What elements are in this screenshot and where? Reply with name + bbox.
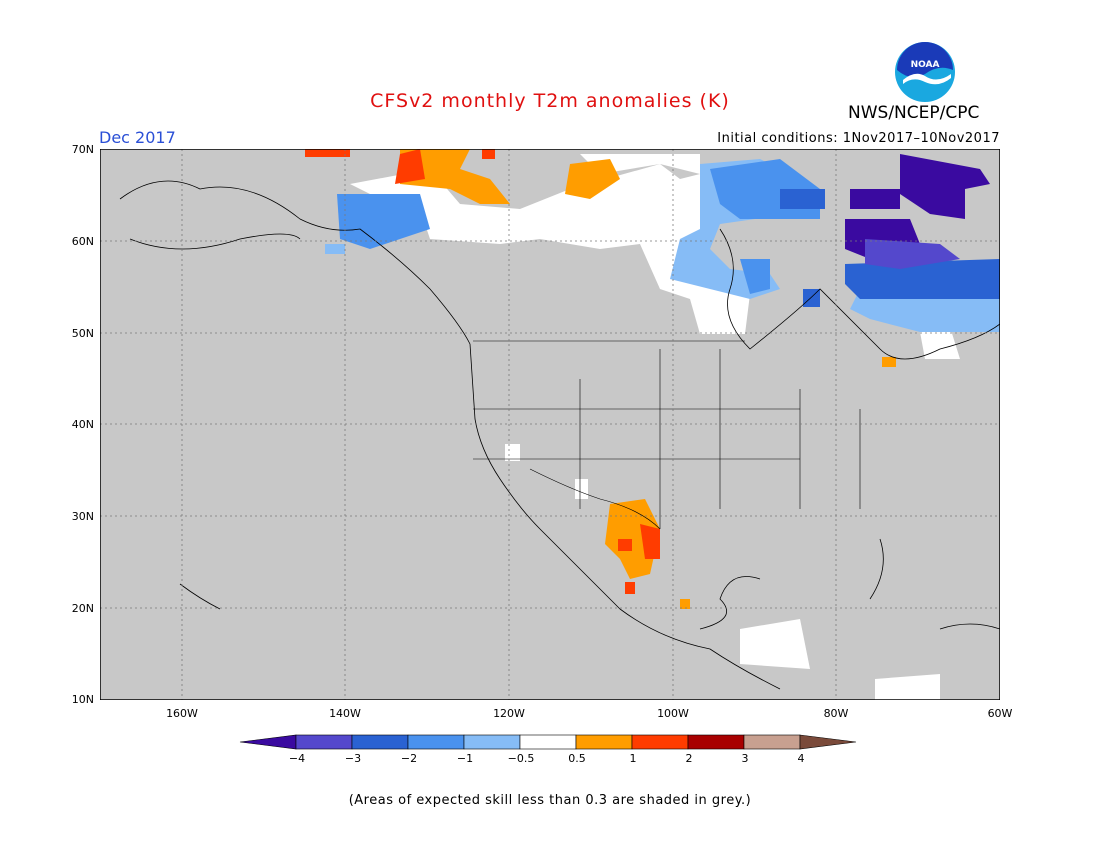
lat-label: 60N [71,235,94,248]
anomaly-area-lightblue [325,244,345,254]
colorbar-segment [407,734,465,750]
noaa-logo: NOAA [893,40,957,104]
anomaly-area-red [305,149,350,157]
colorbar-segment [687,734,745,750]
anomaly-area-red [482,149,495,159]
lat-gridlines [100,240,1000,609]
lon-label: 60W [987,707,1013,720]
anomaly-area-indigo [900,154,990,219]
colorbar-label: −2 [400,752,418,765]
lat-label: 50N [71,327,94,340]
logo-text: NOAA [911,60,940,70]
anomaly-cells [305,149,1000,700]
agency-label: NWS/NCEP/CPC [848,103,980,123]
colorbar-segment [239,734,297,750]
lon-label: 80W [823,707,849,720]
anomaly-area-red [625,582,635,594]
lat-label: 30N [71,510,94,523]
colorbar-label: −3 [344,752,362,765]
skill-footnote: (Areas of expected skill less than 0.3 a… [348,793,752,808]
forecast-month: Dec 2017 [99,128,176,147]
anomaly-area-medblue [845,259,1000,299]
lon-label: 100W [657,707,689,720]
colorbar-label: 1 [629,752,637,765]
colorbar-segment [295,734,353,750]
colorbar-label: −4 [288,752,306,765]
anomaly-area-orange [565,159,620,199]
state-borders [473,340,861,530]
anomaly-area-indigo [865,239,960,269]
initial-conditions: Initial conditions: 1Nov2017–10Nov2017 [717,131,1000,146]
colorbar-segment [519,734,577,750]
colorbar-segment [799,734,857,750]
anomaly-area-indigo [850,189,900,209]
anomaly-area-medblue [780,189,825,209]
colorbar-label: 4 [797,752,805,765]
colorbar-label: 0.5 [568,752,586,765]
lat-label: 20N [71,602,94,615]
lat-label: 40N [71,418,94,431]
lat-label: 10N [71,693,94,706]
anomaly-area-white [575,479,588,499]
colorbar [239,734,857,750]
anomaly-area-white [505,444,520,461]
lon-gridlines [181,149,837,700]
lon-label: 160W [166,707,198,720]
lon-label: 140W [329,707,361,720]
colorbar-label: 3 [741,752,749,765]
colorbar-label: 2 [685,752,693,765]
anomaly-area-orange [882,357,896,367]
colorbar-label: −0.5 [507,752,535,765]
colorbar-segment [631,734,689,750]
colorbar-label: −1 [456,752,474,765]
anomaly-area-white [875,674,940,700]
anomaly-area-red [640,524,660,559]
anomaly-map [100,149,1000,700]
colorbar-segment [463,734,521,750]
anomaly-area-orange [680,599,690,609]
anomaly-area-white [740,619,810,669]
colorbar-segment [351,734,409,750]
noaa-logo-icon: NOAA [895,42,955,102]
lat-label: 70N [71,143,94,156]
anomaly-area-orange [400,149,510,204]
anomaly-area-red [395,149,425,184]
lon-label: 120W [493,707,525,720]
anomaly-area-red [618,539,632,551]
anomaly-area-lightblue [337,194,430,249]
map-title: CFSv2 monthly T2m anomalies (K) [370,90,730,112]
colorbar-segment [575,734,633,750]
anomaly-area-white [350,164,750,334]
anomaly-area-blue [740,259,770,294]
coastlines [119,180,1000,690]
anomaly-area-white [920,327,960,359]
colorbar-segment [743,734,801,750]
